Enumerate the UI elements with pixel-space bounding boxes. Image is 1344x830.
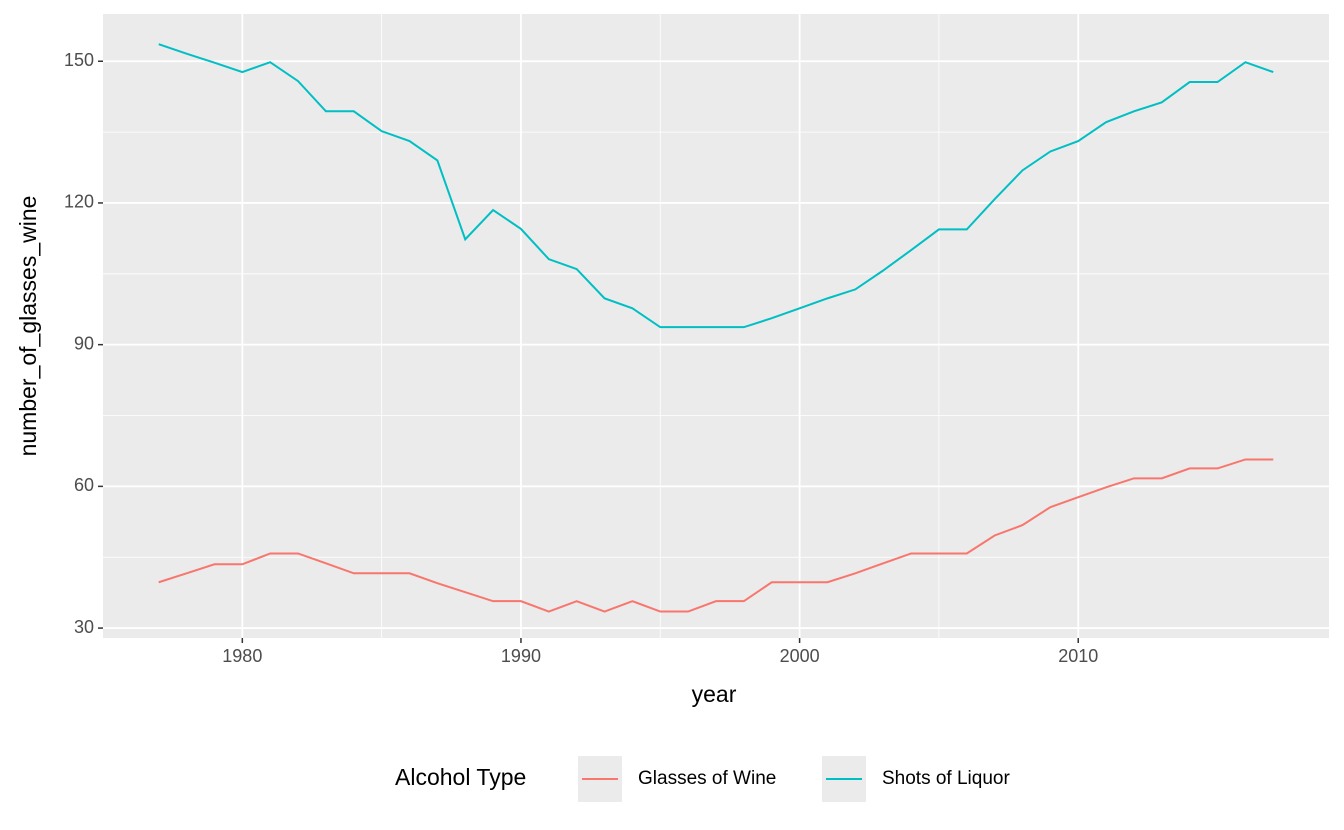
legend-label: Shots of Liquor xyxy=(882,768,1010,789)
legend-title: Alcohol Type xyxy=(395,764,526,790)
legend-label: Glasses of Wine xyxy=(638,768,776,789)
series-line xyxy=(158,43,1274,329)
x-tick-label: 2000 xyxy=(780,646,820,666)
panel xyxy=(103,14,1329,638)
x-axis-title: year xyxy=(692,681,737,707)
y-tick-label: 120 xyxy=(64,192,94,212)
y-tick-label: 30 xyxy=(74,617,94,637)
x-tick-label: 1980 xyxy=(222,646,262,666)
x-tick-label: 1990 xyxy=(501,646,541,666)
x-tick-label: 2010 xyxy=(1058,646,1098,666)
y-tick-label: 60 xyxy=(74,475,94,495)
series-line xyxy=(158,458,1274,613)
y-tick-label: 150 xyxy=(64,50,94,70)
y-tick-label: 90 xyxy=(74,333,94,353)
y-axis-title: number_of_glasses_wine xyxy=(15,196,41,457)
